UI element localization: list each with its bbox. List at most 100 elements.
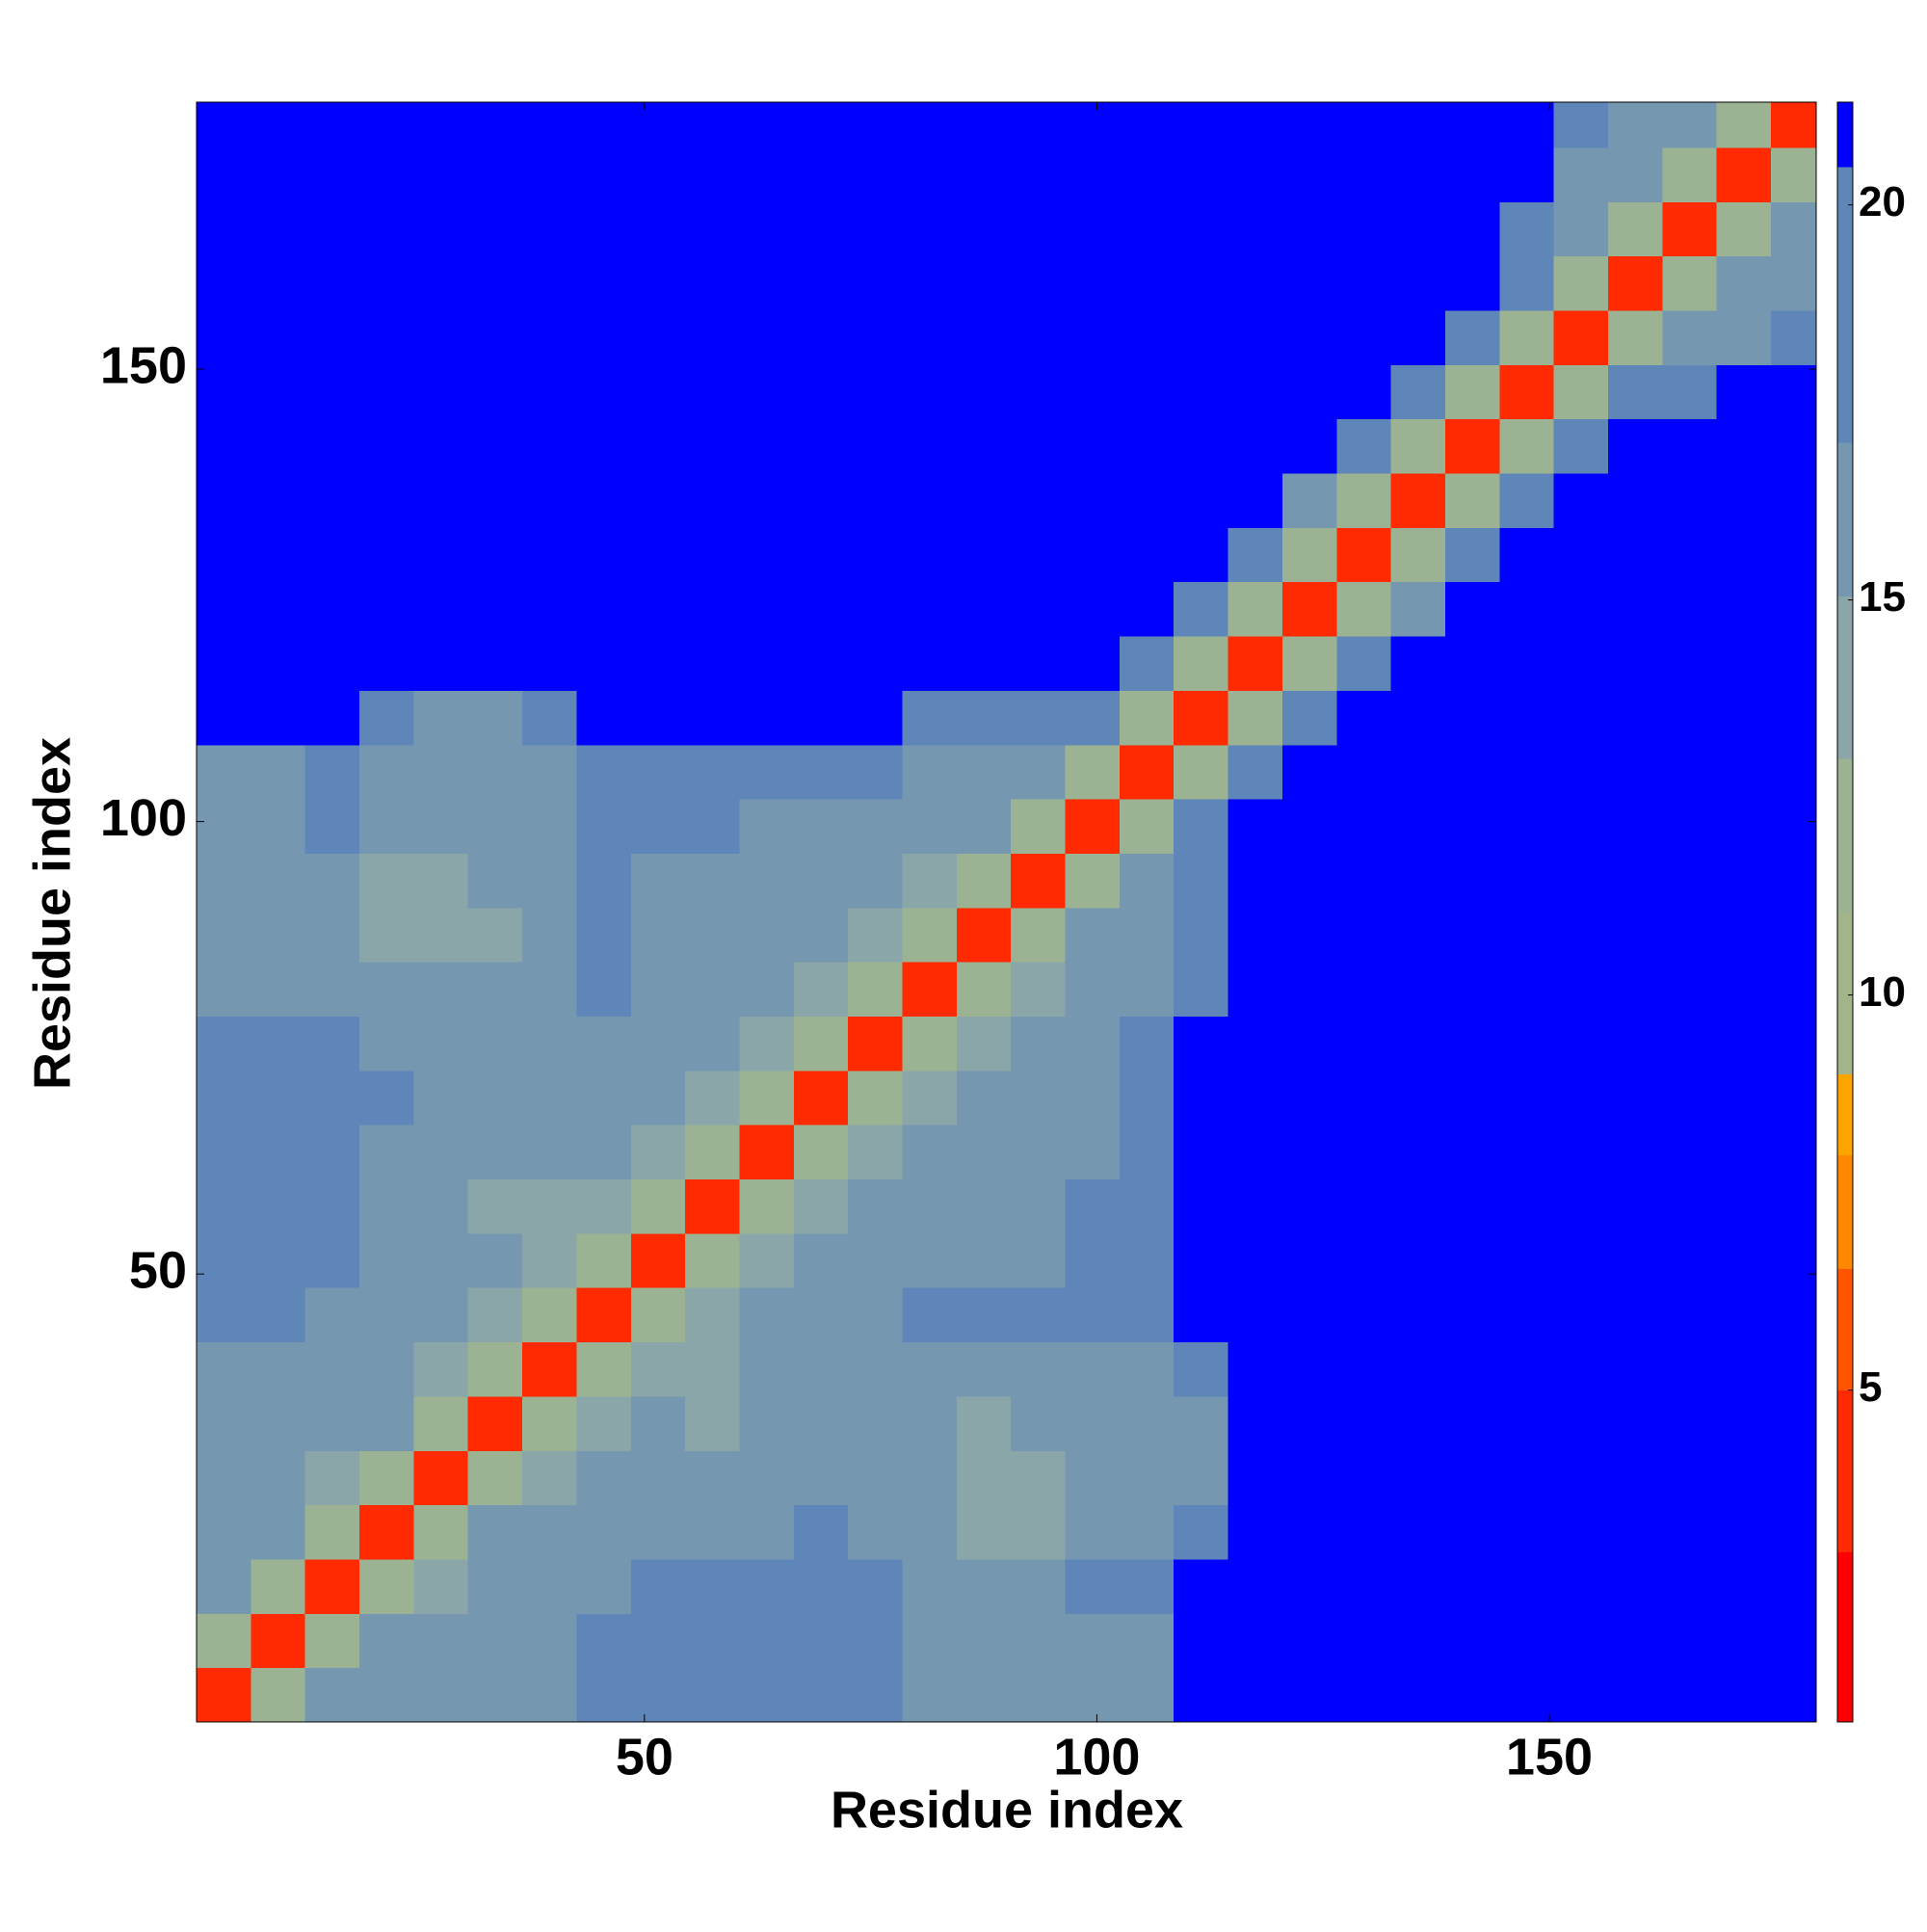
colorbar-segment	[1837, 279, 1853, 289]
heatmap-cell	[1011, 962, 1067, 1017]
heatmap-cell	[1716, 744, 1772, 800]
heatmap-cell	[1499, 473, 1555, 528]
heatmap-cell	[413, 1232, 469, 1288]
heatmap-cell	[1553, 255, 1609, 311]
heatmap-cell	[1227, 744, 1283, 800]
heatmap-cell	[1119, 962, 1175, 1017]
heatmap-cell	[739, 962, 795, 1017]
heatmap-cell	[576, 1395, 632, 1451]
colorbar-segment	[1837, 248, 1853, 257]
colorbar-segment	[1837, 1689, 1853, 1699]
heatmap-cell	[467, 907, 523, 963]
heatmap-cell	[685, 309, 740, 365]
heatmap-cell	[1608, 1070, 1663, 1125]
heatmap-cell	[1281, 1558, 1337, 1614]
heatmap-cell	[467, 201, 523, 257]
heatmap-cell	[848, 690, 904, 746]
heatmap-cell	[576, 1450, 632, 1506]
heatmap-cell	[1011, 1504, 1067, 1560]
heatmap-cell	[413, 418, 469, 474]
heatmap-cell	[902, 799, 958, 854]
heatmap-cell	[739, 1125, 795, 1180]
heatmap-cell	[1281, 1070, 1337, 1125]
heatmap-cell	[1065, 201, 1121, 257]
heatmap-cell	[1390, 473, 1446, 528]
heatmap-cell	[1011, 1070, 1067, 1125]
heatmap-cell	[685, 146, 740, 202]
heatmap-cell	[1608, 1016, 1663, 1072]
x-tick-label: 50	[616, 1728, 673, 1786]
heatmap-cell	[1390, 1125, 1446, 1180]
heatmap-cell	[793, 201, 849, 257]
colorbar-segment	[1837, 523, 1853, 532]
colorbar-segment	[1837, 1673, 1853, 1682]
heatmap-cell	[1174, 581, 1229, 637]
heatmap-cell	[1662, 1016, 1718, 1072]
heatmap-cell	[467, 102, 523, 148]
heatmap-cell	[956, 1125, 1012, 1180]
heatmap-cell	[304, 201, 360, 257]
heatmap-cell	[1281, 1341, 1337, 1397]
heatmap-cell	[739, 1070, 795, 1125]
heatmap-cell	[739, 744, 795, 800]
heatmap-cell	[739, 907, 795, 963]
heatmap-cell	[848, 581, 904, 637]
heatmap-cell	[956, 690, 1012, 746]
heatmap-cell	[413, 799, 469, 854]
heatmap-cell	[739, 1450, 795, 1506]
heatmap-cell	[1771, 636, 1817, 691]
heatmap-cell	[793, 1667, 849, 1723]
colorbar-segment	[1837, 426, 1853, 436]
heatmap-cell	[1065, 853, 1121, 909]
heatmap-cell	[739, 255, 795, 311]
colorbar-segment	[1837, 1090, 1853, 1099]
heatmap-cell	[359, 1125, 414, 1180]
heatmap-cell	[793, 1016, 849, 1072]
colorbar-segment	[1837, 1713, 1853, 1723]
heatmap-cell	[1771, 962, 1817, 1017]
heatmap-cell	[1227, 1613, 1283, 1669]
heatmap-cell	[1065, 1016, 1121, 1072]
heatmap-cell	[1119, 744, 1175, 800]
colorbar-segment	[1837, 531, 1853, 541]
colorbar-segment	[1837, 595, 1853, 605]
colorbar-segment	[1837, 1204, 1853, 1212]
heatmap-cell	[1499, 1016, 1555, 1072]
heatmap-cell	[739, 1613, 795, 1669]
heatmap-cell	[413, 201, 469, 257]
colorbar-segment	[1837, 191, 1853, 200]
colorbar-segment	[1837, 774, 1853, 783]
heatmap-cell	[1390, 146, 1446, 202]
heatmap-cell	[1390, 1450, 1446, 1506]
heatmap-cell	[467, 1125, 523, 1180]
heatmap-cell	[739, 201, 795, 257]
heatmap-cell	[630, 102, 686, 148]
heatmap-cell	[413, 853, 469, 909]
heatmap-cell	[1553, 1667, 1609, 1723]
heatmap-cell	[522, 1395, 577, 1451]
heatmap-cell	[1716, 907, 1772, 963]
heatmap-cell	[630, 309, 686, 365]
heatmap-cell	[1716, 102, 1772, 148]
heatmap-cell	[956, 102, 1012, 148]
heatmap-cell	[251, 1504, 306, 1560]
colorbar-segment	[1837, 847, 1853, 857]
heatmap-cell	[359, 418, 414, 474]
heatmap-cell	[576, 1125, 632, 1180]
heatmap-cell	[1662, 255, 1718, 311]
heatmap-cell	[251, 1178, 306, 1234]
heatmap-cell	[1390, 1070, 1446, 1125]
heatmap-cell	[848, 799, 904, 854]
heatmap-cell	[467, 853, 523, 909]
heatmap-cell	[197, 309, 251, 365]
heatmap-cell	[1281, 146, 1337, 202]
heatmap-cell	[1499, 418, 1555, 474]
heatmap-cell	[685, 1613, 740, 1669]
heatmap-cell	[1174, 527, 1229, 583]
heatmap-cell	[1444, 309, 1500, 365]
heatmap-cell	[1227, 581, 1283, 637]
heatmap-cell	[1065, 1341, 1121, 1397]
heatmap-cell	[1119, 690, 1175, 746]
colorbar-segment	[1837, 1381, 1853, 1390]
heatmap-cell	[467, 1450, 523, 1506]
